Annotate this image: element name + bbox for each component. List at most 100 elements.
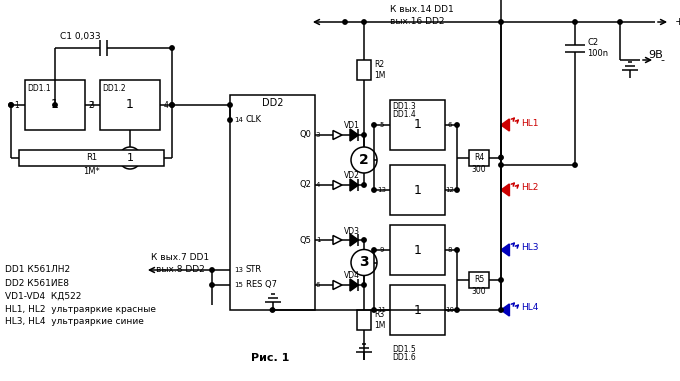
Circle shape [271, 308, 275, 312]
Text: DD2: DD2 [262, 98, 284, 108]
Text: 11: 11 [377, 307, 386, 313]
Polygon shape [501, 119, 509, 131]
Circle shape [53, 103, 57, 107]
Circle shape [372, 188, 376, 192]
Circle shape [343, 20, 347, 24]
Text: VD1-VD4  КД522: VD1-VD4 КД522 [5, 291, 82, 301]
Bar [25, 80, 85, 130]
Text: R4: R4 [474, 153, 484, 162]
Polygon shape [350, 129, 358, 141]
Text: 1: 1 [316, 237, 320, 243]
Text: 1: 1 [126, 99, 134, 112]
Text: 14: 14 [234, 117, 243, 123]
Text: HL1: HL1 [521, 118, 539, 128]
Circle shape [210, 283, 214, 287]
Circle shape [362, 133, 367, 137]
Circle shape [9, 103, 13, 107]
Bar [390, 165, 445, 215]
Circle shape [362, 183, 367, 187]
Text: К вых.7 DD1: К вых.7 DD1 [151, 253, 209, 263]
Circle shape [362, 238, 367, 242]
Circle shape [170, 103, 174, 107]
Text: 13: 13 [377, 187, 386, 193]
Polygon shape [501, 184, 509, 196]
Circle shape [372, 248, 376, 252]
Circle shape [170, 46, 174, 50]
Polygon shape [501, 304, 509, 316]
Text: 6: 6 [447, 122, 452, 128]
Circle shape [228, 118, 232, 122]
Circle shape [372, 308, 376, 312]
Text: DD1.2: DD1.2 [102, 84, 126, 93]
Text: HL2: HL2 [521, 184, 539, 192]
Circle shape [170, 103, 174, 107]
Text: VD2: VD2 [344, 171, 360, 181]
Text: C1 0,033: C1 0,033 [60, 32, 101, 40]
Text: HL3: HL3 [521, 243, 539, 253]
Text: 5: 5 [380, 122, 384, 128]
Text: 4: 4 [164, 101, 169, 109]
Text: RES Q7: RES Q7 [246, 280, 277, 290]
Text: Q0: Q0 [299, 131, 311, 139]
Circle shape [362, 20, 367, 24]
Text: DD2 К561ИЕ8: DD2 К561ИЕ8 [5, 279, 69, 288]
Polygon shape [333, 280, 342, 290]
Text: +: + [675, 17, 680, 27]
Text: вых.16 DD2: вых.16 DD2 [390, 18, 445, 27]
Text: 1: 1 [413, 243, 422, 256]
Circle shape [351, 250, 377, 275]
Text: 10: 10 [445, 307, 454, 313]
Circle shape [119, 147, 141, 169]
Polygon shape [333, 181, 342, 189]
Text: 1: 1 [413, 304, 422, 317]
Circle shape [573, 20, 577, 24]
Polygon shape [350, 234, 358, 246]
Text: 8: 8 [447, 247, 452, 253]
Text: 1: 1 [51, 99, 59, 112]
Text: 3: 3 [316, 132, 320, 138]
Circle shape [499, 278, 503, 282]
Text: 9: 9 [379, 247, 384, 253]
Circle shape [455, 188, 459, 192]
Circle shape [618, 20, 622, 24]
Text: Q5: Q5 [299, 235, 311, 245]
Text: 3: 3 [359, 256, 369, 269]
Text: DD1.6: DD1.6 [392, 352, 415, 362]
Text: 1: 1 [413, 184, 422, 197]
Circle shape [455, 248, 459, 252]
Bar [390, 285, 445, 335]
Text: 15: 15 [234, 282, 243, 288]
Text: CLK: CLK [246, 115, 262, 125]
Text: HL1, HL2  ультраяркие красные: HL1, HL2 ультраяркие красные [5, 304, 156, 314]
Text: 2: 2 [359, 153, 369, 167]
Bar [100, 80, 160, 130]
Circle shape [9, 103, 13, 107]
Text: DD1.3: DD1.3 [392, 102, 415, 111]
Text: HL3, HL4  ультраяркие синие: HL3, HL4 ультраяркие синие [5, 317, 144, 327]
Circle shape [455, 308, 459, 312]
Circle shape [362, 283, 367, 287]
Circle shape [455, 123, 459, 127]
Text: вых.8 DD2: вых.8 DD2 [156, 264, 205, 274]
Text: STR: STR [246, 266, 262, 274]
Text: HL4: HL4 [521, 304, 539, 312]
Text: 1M*: 1M* [83, 168, 100, 176]
Text: VD3: VD3 [344, 226, 360, 235]
Circle shape [372, 123, 376, 127]
Text: VD4: VD4 [344, 272, 360, 280]
Circle shape [351, 147, 377, 173]
Polygon shape [333, 131, 342, 139]
Text: DD1.4: DD1.4 [392, 110, 415, 119]
Text: R2
1M: R2 1M [374, 60, 386, 80]
Circle shape [573, 163, 577, 167]
Text: 1: 1 [126, 153, 133, 163]
Text: Q2: Q2 [299, 181, 311, 189]
Bar [19, 150, 164, 166]
Text: -: - [660, 55, 664, 65]
Text: VD1: VD1 [344, 122, 360, 131]
Bar [357, 60, 371, 80]
Text: 9В: 9В [648, 50, 663, 60]
Text: 300: 300 [472, 288, 486, 296]
Text: 3: 3 [90, 101, 95, 109]
Circle shape [228, 103, 232, 107]
